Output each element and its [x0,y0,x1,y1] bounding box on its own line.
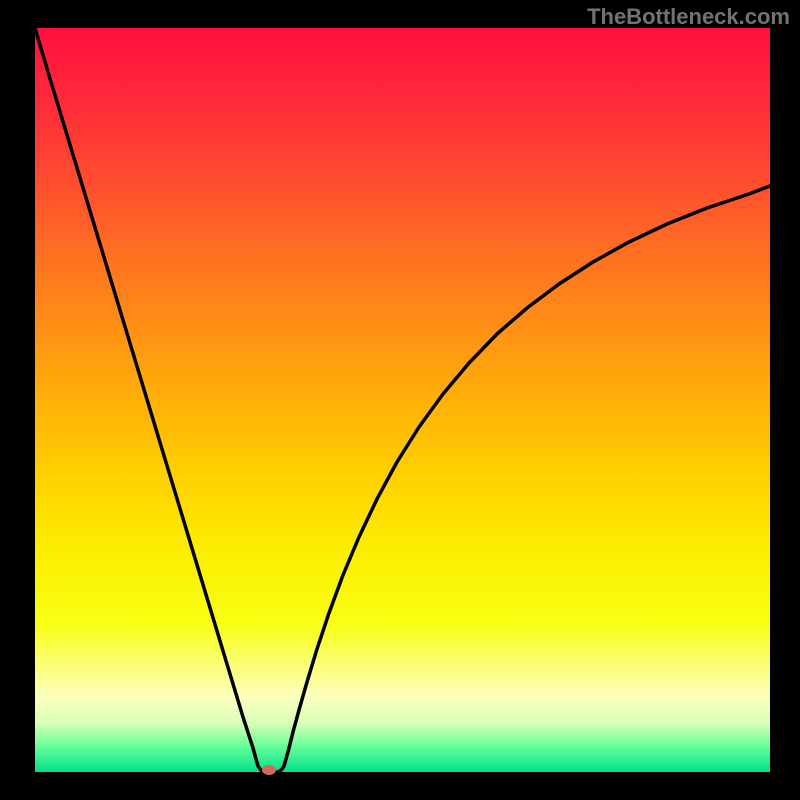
optimal-point-marker [262,765,276,775]
bottleneck-chart [0,0,800,800]
chart-container: TheBottleneck.com [0,0,800,800]
plot-area-gradient [35,28,770,772]
watermark-text: TheBottleneck.com [587,4,790,30]
